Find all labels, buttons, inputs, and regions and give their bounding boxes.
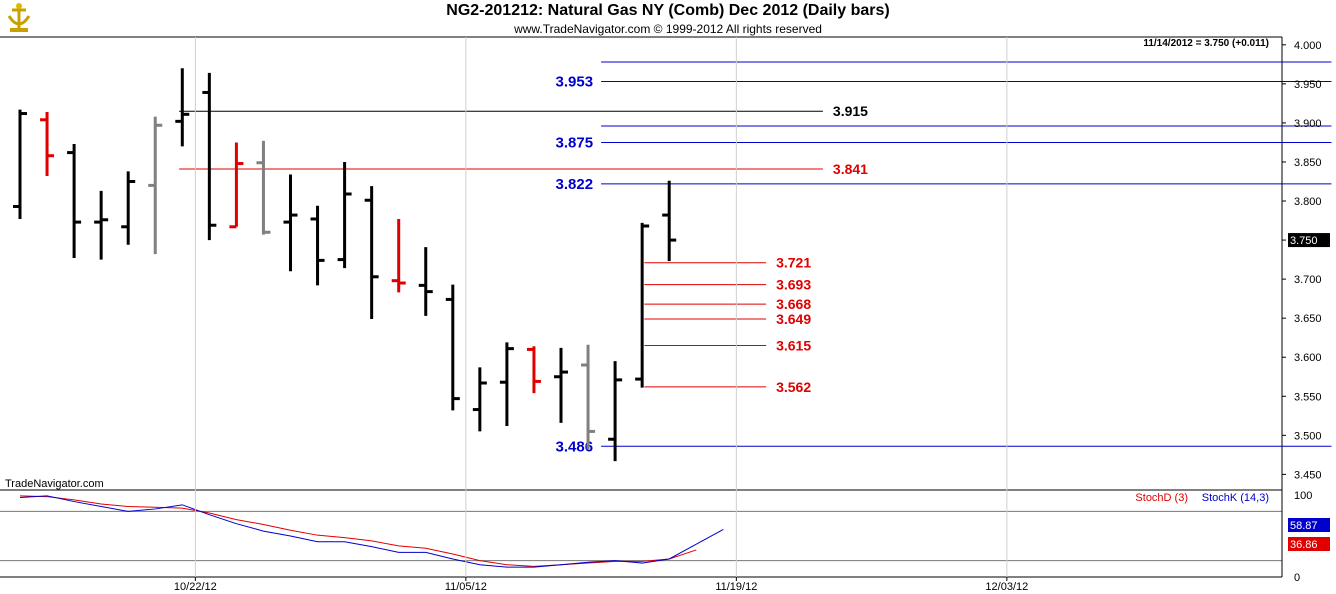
ohlc-bar	[472, 367, 487, 432]
y-tick-label: 4.000	[1294, 40, 1322, 52]
level-label-3.693: 3.693	[776, 277, 811, 293]
ohlc-bar	[283, 174, 298, 272]
level-label-3.822: 3.822	[556, 176, 594, 193]
ohlc-bar	[40, 111, 55, 177]
stoch-series-line-1	[19, 495, 724, 568]
ohlc-bar	[635, 222, 650, 388]
last-price-box	[1288, 233, 1330, 248]
stoch-series-line-0	[19, 495, 697, 567]
stoch-y-tick-label: 0	[1294, 572, 1300, 584]
ohlc-bar	[608, 361, 623, 462]
level-label-3.486: 3.486	[556, 438, 594, 455]
y-tick-label: 3.600	[1294, 352, 1322, 364]
ohlc-bar	[337, 161, 352, 269]
level-label-3.953: 3.953	[556, 74, 594, 91]
level-label-3.841: 3.841	[833, 161, 868, 177]
x-tick-label: 12/03/12	[985, 581, 1028, 593]
x-tick-label: 11/05/12	[445, 581, 487, 593]
ohlc-bar	[148, 116, 163, 255]
chart-title: NG2-201212: Natural Gas NY (Comb) Dec 20…	[446, 2, 890, 19]
price-panel: 3.9783.9533.9153.8963.8753.8413.8223.721…	[13, 61, 1332, 462]
stoch-legend-entry: StochD (3)	[1135, 492, 1188, 504]
ohlc-bar	[526, 346, 541, 394]
y-tick-label: 3.800	[1294, 196, 1322, 208]
ohlc-bar	[662, 180, 677, 262]
level-label-3.562: 3.562	[776, 379, 811, 395]
ohlc-bar	[67, 144, 82, 259]
ohlc-bar	[13, 109, 27, 219]
ohlc-bar	[364, 186, 379, 319]
axes: 10/22/12 11/05/12 11/19/12 12/03/12 4.000 3.9…	[0, 36, 1330, 593]
y-tick-label: 3.950	[1294, 79, 1322, 91]
y-tick-label: 3.550	[1294, 391, 1322, 403]
x-tick-label: 10/22/12	[174, 581, 217, 593]
stoch-readout-label: 58.87	[1290, 520, 1318, 532]
y-tick-label: 3.700	[1294, 274, 1322, 286]
ohlc-bar	[121, 171, 136, 245]
stoch-legend-entry: StochK (14,3)	[1202, 492, 1269, 504]
stoch-y-tick-label: 100	[1294, 490, 1312, 502]
y-tick-label: 3.500	[1294, 430, 1322, 442]
level-label-3.668: 3.668	[776, 296, 811, 312]
ohlc-bar	[554, 347, 568, 423]
stoch-readout-label: 36.86	[1290, 539, 1318, 551]
stoch-readout-box	[1288, 518, 1330, 532]
trade-navigator-logo	[4, 2, 34, 39]
level-label-3.721: 3.721	[776, 255, 811, 271]
ohlc-bar	[229, 142, 244, 229]
ohlc-bar	[202, 72, 217, 241]
x-tick-label: 11/19/12	[715, 581, 757, 593]
y-tick-label: 3.900	[1294, 118, 1322, 130]
last-price-label: 3.750	[1290, 235, 1318, 247]
ohlc-bar	[445, 284, 460, 411]
last-price-readout: 11/14/2012 = 3.750 (+0.011)	[1143, 38, 1269, 49]
ohlc-bar	[256, 140, 271, 235]
ohlc-bar	[499, 342, 514, 426]
watermark-text: TradeNavigator.com	[5, 478, 104, 490]
y-tick-label: 3.850	[1294, 157, 1322, 169]
ohlc-bar	[310, 205, 325, 286]
ohlc-bar	[175, 68, 190, 147]
level-label-3.649: 3.649	[776, 311, 811, 327]
copyright-notice: www.TradeNavigator.com © 1999-2012 All r…	[514, 22, 822, 36]
ohlc-bar	[391, 218, 406, 293]
ohlc-bar	[581, 344, 596, 450]
ohlc-bar	[94, 190, 109, 260]
level-label-3.615: 3.615	[776, 338, 811, 354]
y-tick-label: 3.650	[1294, 313, 1322, 325]
level-label-3.875: 3.875	[556, 134, 594, 151]
level-label-3.915: 3.915	[833, 103, 868, 119]
y-tick-label: 3.450	[1294, 469, 1322, 481]
ohlc-bar	[418, 247, 433, 316]
stochastic-panel: StochD (3) StochK (14,3)	[0, 492, 1282, 568]
stoch-readout-box	[1288, 537, 1330, 551]
